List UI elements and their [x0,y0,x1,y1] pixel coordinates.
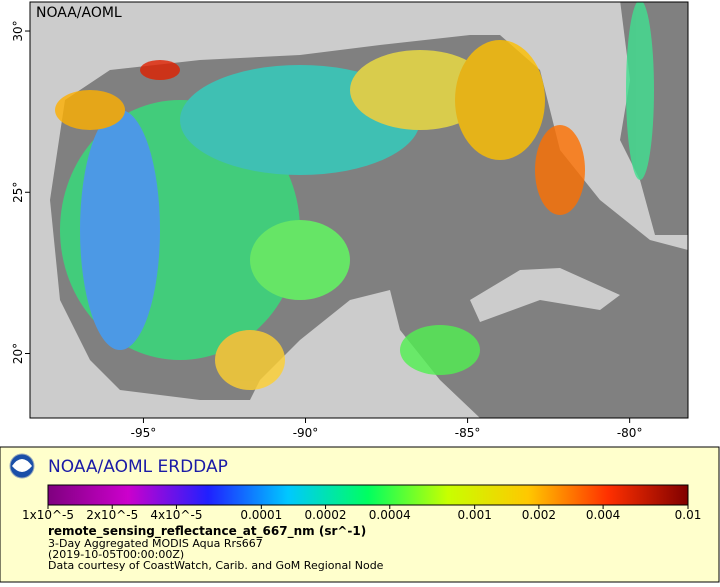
variable-name: remote_sensing_reflectance_at_667_nm (sr… [48,524,366,539]
colorbar-tick-label: 1x10^-5 [22,508,74,522]
colorbar-tick-label: 0.001 [457,508,491,522]
x-tick-label: -85° [455,426,481,440]
colorbar-tick-label: 0.002 [522,508,556,522]
y-tick-label: 30° [11,20,25,41]
colorbar-tick-label: 4x10^-5 [150,508,202,522]
colorbar-tick-label: 0.0001 [240,508,282,522]
caption-line: 3-Day Aggregated MODIS Aqua Rrs667 [48,537,263,550]
cuba [470,268,620,322]
x-tick-label: -80° [617,426,643,440]
x-tick-label: -90° [293,426,319,440]
colorbar [47,484,689,506]
colorbar-tick-label: 0.01 [675,508,702,522]
y-tick-label: 25° [11,182,25,203]
footer-title: NOAA/AOML ERDDAP [48,457,228,477]
colorbar-tick-label: 0.004 [586,508,620,522]
caption-line: Data courtesy of CoastWatch, Carib. and … [48,559,384,572]
map-frame [29,1,689,419]
colorbar-tick-label: 2x10^-5 [86,508,138,522]
map-label: NOAA/AOML [36,5,122,21]
legend-panel [0,446,720,583]
y-tick-label: 20° [11,343,25,364]
reflectance-field [55,2,654,390]
noaa-logo-bird [12,459,32,472]
x-tick-label: -95° [131,426,157,440]
caption-line: (2019-10-05T00:00:00Z) [48,548,184,561]
map: NOAA/AOML [30,2,688,418]
colorbar-tick-label: 0.0002 [305,508,347,522]
colorbar-tick-label: 0.0004 [369,508,411,522]
